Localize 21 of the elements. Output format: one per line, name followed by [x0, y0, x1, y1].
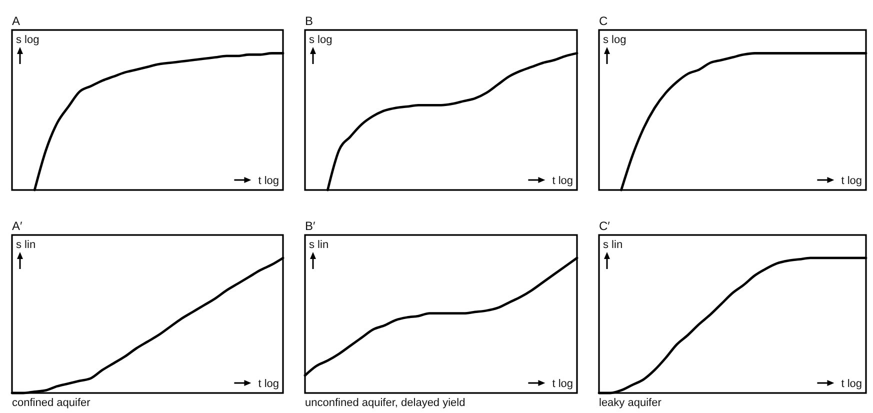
chart-title: B [305, 14, 314, 28]
chart-title: B′ [305, 219, 316, 233]
y-axis-title: s lin [16, 239, 36, 251]
x-axis-title: t log [552, 378, 573, 390]
y-axis-title: s log [16, 34, 40, 46]
x-axis-title: t log [258, 175, 279, 187]
y-axis-title: s lin [309, 239, 329, 251]
y-axis-title: s log [309, 34, 332, 46]
chart-title: A [12, 14, 20, 28]
x-axis-title: t log [841, 175, 862, 187]
chart-title: C′ [599, 219, 611, 233]
x-axis-title: t log [841, 378, 862, 390]
y-axis-title: s lin [603, 239, 623, 251]
text: leaky aquifer [599, 397, 662, 409]
chart-title: A′ [12, 219, 24, 233]
x-axis-title: t log [258, 378, 279, 390]
text: confined aquifer [12, 397, 91, 409]
y-axis-title: s log [603, 34, 626, 46]
chart-title: C [599, 14, 608, 28]
text: unconfined aquifer, delayed yield [305, 397, 466, 409]
x-axis-title: t log [552, 175, 573, 187]
